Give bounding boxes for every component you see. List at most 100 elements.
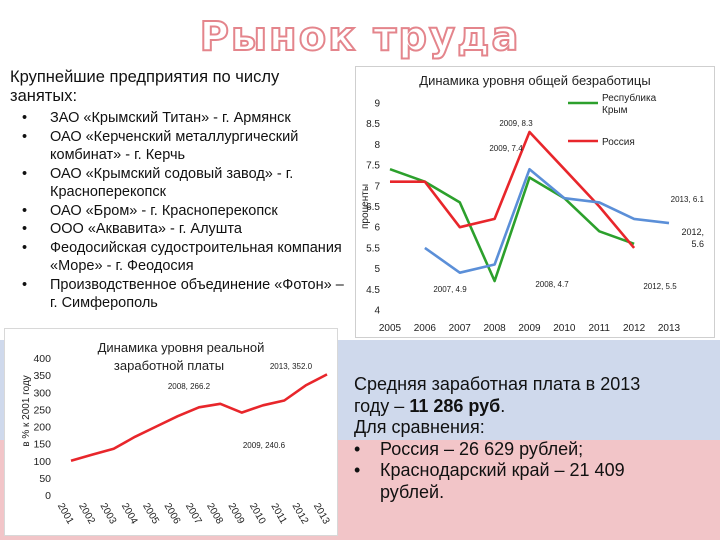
y-tick-label: 300 (33, 387, 51, 399)
y-tick-label: 6.5 (366, 202, 380, 213)
list-item: • Производственное объединение «Фотон» – … (10, 276, 350, 313)
y-axis-label: в % к 2001 году (21, 375, 32, 447)
y-tick-label: 7 (374, 181, 380, 192)
bullet-icon: • (22, 202, 28, 219)
y-tick-label: 5.5 (366, 243, 380, 254)
enterprise-text: Феодосийская судостроительная компания «… (50, 239, 342, 275)
y-tick-label: 150 (33, 439, 51, 451)
x-tick-label: 2011 (588, 323, 610, 334)
y-tick-label: 7.5 (366, 161, 380, 172)
data-label: 2007, 4.9 (433, 285, 467, 294)
y-tick-label: 0 (45, 490, 51, 502)
data-label: 2013, 6.1 (671, 195, 705, 204)
comparison-krasnodar-text-b: рублей. (380, 481, 445, 502)
data-label: 2008, 4.7 (535, 280, 569, 289)
enterprise-text: ОАО «Бром» - г. Красноперекопск (50, 202, 278, 219)
bullet-icon: • (22, 221, 28, 237)
list-item: • ЗАО «Крымский Титан» - г. Армянск (10, 109, 350, 128)
chart-title: Динамика уровня общей безработицы (419, 73, 650, 88)
comparison-label: Для сравнения: (354, 417, 485, 437)
salary-info: Средняя заработная плата в 2013 году – 1… (354, 374, 716, 503)
list-item: • Феодосийская судостроительная компания … (10, 239, 350, 276)
x-tick-label: 2012 (290, 501, 311, 526)
y-axis-label: проценты (360, 184, 371, 229)
legend-label: Россия (602, 137, 635, 148)
y-tick-label: 4.5 (366, 285, 380, 296)
data-label: 2012, (681, 227, 704, 237)
y-tick-label: 100 (33, 456, 51, 468)
x-tick-label: 2011 (268, 502, 288, 527)
x-tick-label: 2012 (623, 323, 646, 334)
y-tick-label: 8 (374, 140, 380, 151)
enterprises-heading: Крупнейшие предприятия по числу занятых: (10, 68, 280, 105)
enterprise-text: ОАО «Крымский содовый завод» - г. Красно… (50, 165, 294, 201)
list-item: • ООО «Аквавита» - г. Алушта (10, 220, 350, 239)
page-title: Рынок труда (199, 13, 521, 61)
wage-chart: Динамика уровня реальной заработной платы… (21, 340, 332, 527)
x-tick-label: 2009 (518, 323, 541, 334)
x-tick-label: 2010 (553, 323, 576, 334)
enterprise-text: Производственное объединение «Фотон» – г… (50, 276, 344, 312)
x-tick-label: 2001 (55, 501, 76, 526)
x-tick-label: 2008 (204, 501, 225, 526)
x-tick-label: 2004 (119, 501, 140, 526)
unemployment-chart-panel: Динамика уровня общей безработицы процент… (355, 66, 715, 338)
bullet-icon: • (22, 239, 28, 256)
data-label: 2013, 352.0 (270, 362, 313, 371)
y-tick-label: 200 (33, 422, 51, 434)
enterprise-text: ЗАО «Крымский Титан» - г. Армянск (50, 110, 291, 126)
y-tick-label: 6 (374, 223, 380, 234)
y-tick-label: 400 (33, 353, 51, 365)
data-label: 2009, 7.4 (489, 144, 523, 153)
x-tick-label: 2008 (484, 323, 507, 334)
salary-line-1: Средняя заработная плата в 2013 (354, 374, 641, 394)
x-tick-label: 2009 (226, 501, 247, 526)
salary-suffix: . (500, 395, 506, 416)
series-line-2 (390, 130, 636, 249)
legend-label: Республика (602, 92, 657, 104)
enterprises-list: • ЗАО «Крымский Титан» - г. Армянск • ОАО … (10, 109, 350, 313)
bullet-icon: • (22, 110, 28, 126)
bullet-icon: • (22, 128, 28, 145)
wage-chart-panel: Динамика уровня реальной заработной платы… (4, 328, 338, 536)
list-item: • ОАО «Крымский содовый завод» - г. Красн… (10, 165, 350, 202)
chart-title: заработной платы (114, 358, 224, 373)
data-label: 2008, 266.2 (168, 382, 211, 391)
comparison-russia: • Россия – 26 629 рублей; (354, 439, 716, 461)
data-label: 2012, 5.5 (643, 282, 677, 291)
y-tick-label: 9 (374, 99, 380, 110)
x-tick-label: 2007 (449, 323, 472, 334)
chart-title: Динамика уровня реальной (98, 340, 265, 355)
list-item: • ОАО «Бром» - г. Красноперекопск (10, 202, 350, 221)
data-label: 2009, 8.3 (499, 119, 533, 128)
x-tick-label: 2013 (658, 323, 681, 334)
y-tick-label: 350 (33, 370, 51, 382)
x-tick-label: 2005 (379, 323, 402, 334)
unemployment-chart: Динамика уровня общей безработицы процент… (360, 73, 705, 334)
y-tick-label: 8.5 (366, 119, 380, 130)
series-line-1 (389, 167, 635, 283)
list-item: • ОАО «Керченский металлургический комбин… (10, 128, 350, 165)
y-tick-label: 5 (374, 264, 380, 275)
data-label: 5.6 (691, 239, 704, 249)
enterprise-text: ООО «Аквавита» - г. Алушта (50, 221, 242, 237)
comparison-russia-text: Россия – 26 629 рублей; (380, 438, 584, 459)
salary-value: 11 286 руб (409, 395, 501, 416)
comparison-krasnodar-text-a: Краснодарский край – 21 409 (380, 460, 625, 480)
salary-prefix: году – (354, 395, 410, 416)
legend-label: Крым (602, 105, 628, 116)
x-tick-label: 2006 (414, 323, 437, 334)
bullet-icon: • (22, 276, 28, 293)
y-tick-label: 4 (374, 306, 380, 317)
x-tick-label: 2003 (98, 501, 119, 526)
enterprise-text: ОАО «Керченский металлургический комбина… (50, 128, 299, 164)
x-tick-label: 2006 (162, 501, 183, 526)
series-line-3 (424, 167, 670, 274)
x-tick-label: 2005 (140, 501, 161, 526)
bullet-icon: • (354, 438, 361, 459)
y-tick-label: 250 (33, 404, 51, 416)
x-tick-label: 2007 (183, 501, 204, 526)
data-label: 2009, 240.6 (243, 441, 286, 450)
y-tick-label: 50 (39, 473, 51, 485)
x-tick-label: 2002 (76, 501, 97, 526)
